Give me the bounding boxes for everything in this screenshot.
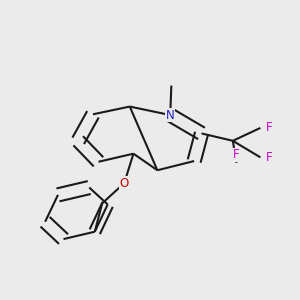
Text: F: F <box>266 151 273 164</box>
Text: O: O <box>120 177 129 190</box>
Text: F: F <box>233 148 240 161</box>
Text: F: F <box>266 122 273 134</box>
Text: N: N <box>166 109 175 122</box>
